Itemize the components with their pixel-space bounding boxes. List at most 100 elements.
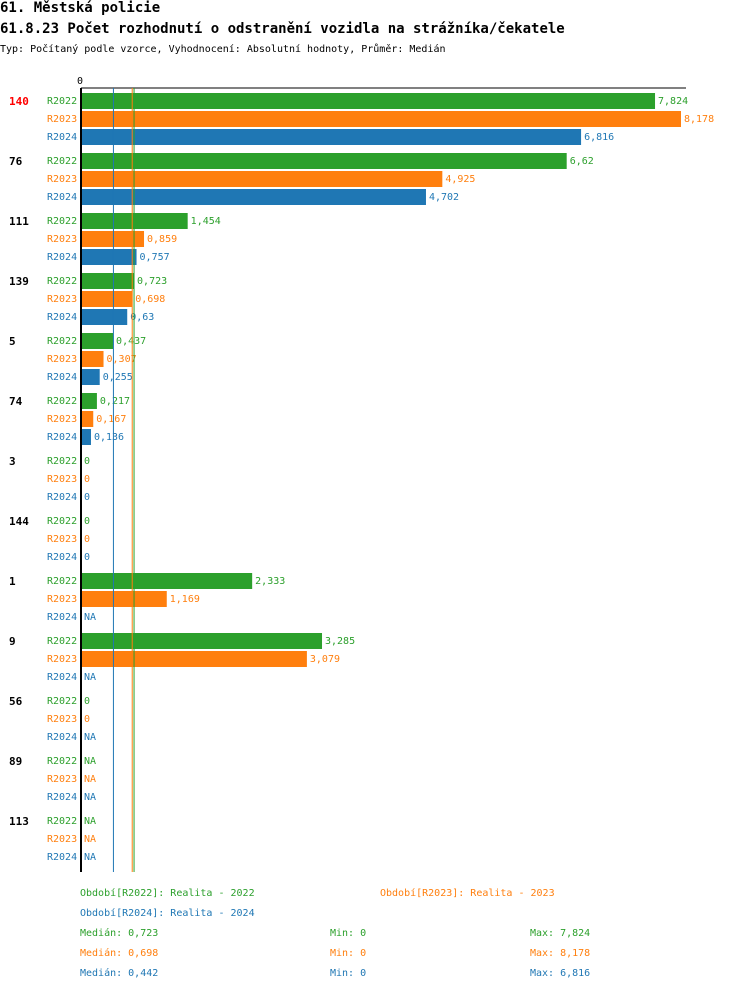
series-label: R2022 — [47, 696, 77, 707]
value-label: 0,859 — [147, 234, 177, 245]
value-label: 0,255 — [103, 372, 133, 383]
chart-type-line: Typ: Počítaný podle vzorce, Vyhodnocení:… — [0, 44, 446, 55]
bar — [81, 351, 104, 367]
bar — [81, 393, 97, 409]
bar — [81, 429, 91, 445]
value-label: 0 — [84, 714, 90, 725]
value-label: NA — [84, 756, 96, 767]
value-label: NA — [84, 672, 96, 683]
bar — [81, 273, 135, 289]
value-label: 0 — [84, 696, 90, 707]
value-label: 0 — [84, 474, 90, 485]
series-label: R2024 — [47, 852, 77, 863]
group-label: 3 — [9, 455, 16, 468]
group-label: 56 — [9, 695, 23, 708]
bar — [81, 591, 167, 607]
bar — [81, 111, 681, 127]
value-label: NA — [84, 732, 96, 743]
series-label: R2022 — [47, 636, 77, 647]
series-label: R2024 — [47, 192, 77, 203]
series-label: R2024 — [47, 372, 77, 383]
bar — [81, 153, 567, 169]
stat-max-r2022: Max: 7,824 — [530, 928, 591, 939]
bar — [81, 369, 100, 385]
value-label: 0,63 — [130, 312, 154, 323]
series-label: R2023 — [47, 714, 77, 725]
value-label: 6,816 — [584, 132, 614, 143]
value-label: 0 — [84, 516, 90, 527]
bar — [81, 189, 426, 205]
value-label: 0,136 — [94, 432, 124, 443]
value-label: NA — [84, 774, 96, 785]
series-label: R2022 — [47, 756, 77, 767]
stat-max-r2023: Max: 8,178 — [530, 948, 591, 959]
group-label: 9 — [9, 635, 16, 648]
series-label: R2023 — [47, 294, 77, 305]
value-label: 0,723 — [137, 276, 167, 287]
value-label: 0 — [84, 534, 90, 545]
bar — [81, 633, 323, 649]
series-label: R2024 — [47, 252, 77, 263]
value-label: 0,757 — [140, 252, 170, 263]
value-label: NA — [84, 792, 96, 803]
value-label: 8,178 — [684, 114, 714, 125]
bar — [81, 651, 307, 667]
stat-min-r2024: Min: 0 — [330, 968, 367, 979]
value-label: 0,437 — [116, 336, 146, 347]
bar — [81, 129, 582, 145]
stat-min-r2022: Min: 0 — [330, 928, 367, 939]
legend-r2024: Období[R2024]: Realita - 2024 — [80, 908, 255, 919]
value-label: NA — [84, 612, 96, 623]
series-label: R2024 — [47, 312, 77, 323]
group-label: 5 — [9, 335, 16, 348]
group-label: 74 — [9, 395, 23, 408]
value-label: NA — [84, 816, 96, 827]
series-label: R2023 — [47, 594, 77, 605]
series-label: R2022 — [47, 216, 77, 227]
group-label: 139 — [9, 275, 29, 288]
series-label: R2024 — [47, 132, 77, 143]
chart-title: 61.8.23 Počet rozhodnutí o odstranění vo… — [0, 21, 565, 37]
bar — [81, 249, 137, 265]
stat-max-r2024: Max: 6,816 — [530, 968, 591, 979]
bar — [81, 333, 114, 349]
series-label: R2023 — [47, 834, 77, 845]
bar — [81, 231, 145, 247]
series-label: R2023 — [47, 654, 77, 665]
series-label: R2022 — [47, 576, 77, 587]
value-label: 1,169 — [170, 594, 200, 605]
value-label: NA — [84, 852, 96, 863]
series-label: R2024 — [47, 492, 77, 503]
value-label: 0,167 — [96, 414, 126, 425]
series-label: R2022 — [47, 156, 77, 167]
value-label: 0,698 — [135, 294, 165, 305]
page-title: 61. Městská policie — [0, 0, 161, 16]
series-label: R2024 — [47, 612, 77, 623]
stat-median-r2024: Medián: 0,442 — [80, 968, 159, 979]
series-label: R2024 — [47, 732, 77, 743]
value-label: 3,079 — [310, 654, 340, 665]
legend-r2023: Období[R2023]: Realita - 2023 — [380, 888, 555, 899]
stat-min-r2023: Min: 0 — [330, 948, 367, 959]
group-label: 89 — [9, 755, 22, 768]
stat-median-r2022: Medián: 0,723 — [80, 928, 159, 939]
value-label: 7,824 — [658, 96, 688, 107]
series-label: R2022 — [47, 816, 77, 827]
value-label: 6,62 — [570, 156, 594, 167]
group-label: 113 — [9, 815, 29, 828]
bar — [81, 93, 656, 109]
series-label: R2024 — [47, 432, 77, 443]
group-label: 1 — [9, 575, 16, 588]
series-label: R2023 — [47, 234, 77, 245]
series-label: R2023 — [47, 114, 77, 125]
series-label: R2023 — [47, 474, 77, 485]
series-label: R2024 — [47, 552, 77, 563]
value-label: 0,307 — [107, 354, 137, 365]
value-label: NA — [84, 834, 96, 845]
series-label: R2022 — [47, 336, 77, 347]
value-label: 3,285 — [325, 636, 355, 647]
value-label: 2,333 — [255, 576, 285, 587]
stat-median-r2023: Medián: 0,698 — [80, 948, 159, 959]
series-label: R2022 — [47, 456, 77, 467]
series-label: R2023 — [47, 534, 77, 545]
